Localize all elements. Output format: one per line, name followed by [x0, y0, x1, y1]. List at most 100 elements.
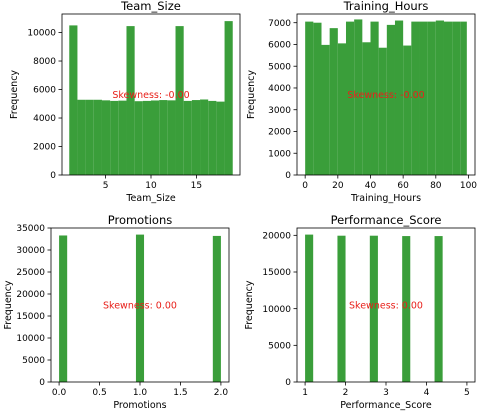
x-tick-label: 20 [332, 181, 344, 191]
y-tick-label: 30000 [16, 246, 45, 256]
histogram-bar [126, 26, 135, 175]
x-tick-label: 4 [424, 388, 430, 398]
y-tick-label: 4000 [268, 84, 291, 94]
histogram-bar [134, 101, 143, 175]
y-tick-label: 1000 [268, 149, 291, 159]
histogram-bar [386, 24, 395, 175]
histogram-bar [101, 100, 111, 175]
histogram-bar [427, 21, 436, 175]
y-tick-label: 0 [50, 171, 56, 181]
x-tick-label: 1 [302, 388, 308, 398]
histogram-bar [460, 21, 467, 175]
x-tick-label: 100 [460, 181, 477, 191]
x-tick-label: 2 [343, 388, 349, 398]
skewness-annotation: Skewness: -0.00 [112, 90, 189, 101]
y-tick-label: 0 [285, 171, 291, 181]
histogram-bar [151, 100, 160, 175]
histogram-bar [305, 234, 314, 382]
chart-3: 0.0 0.5 1.0 1.5 2.0 0 5000 10000 15000 20000 25000… [3, 213, 230, 411]
histogram-bar [434, 236, 443, 382]
chart-4: 1 2 3 4 5 0 5000 10000 15000 20000 Performance_Sco… [244, 213, 476, 411]
histogram-bar [402, 236, 411, 382]
skewness-annotation: Skewness: 0.00 [103, 301, 177, 312]
chart-2: 0 20 40 60 80 1000100020003000400050006000700… [246, 0, 477, 204]
histogram-bar [394, 20, 404, 176]
histogram-bar [411, 21, 420, 175]
y-tick-label: 10000 [16, 334, 45, 344]
x-tick-label: 3 [383, 388, 389, 398]
y-tick-label: 35000 [16, 224, 45, 234]
histogram-bar [313, 22, 322, 176]
histogram-bar [142, 100, 151, 175]
histogram-bar [337, 43, 346, 176]
histogram-bar [452, 21, 461, 175]
histogram-bar [118, 100, 127, 175]
y-tick-label: 3000 [268, 106, 291, 116]
y-axis-label: Frequency [246, 70, 257, 119]
x-tick-label: 80 [430, 181, 442, 191]
histogram-bar [403, 45, 412, 175]
histogram-bar [216, 101, 225, 175]
y-tick-label: 20000 [16, 290, 45, 300]
y-tick-label: 20000 [262, 232, 291, 242]
x-tick-label: 5 [464, 388, 470, 398]
chart-1: 5 10 15 0 2000 4000 6000 8000 10000 Team_Size Team… [9, 0, 241, 204]
histogram-bar [321, 44, 330, 175]
y-tick-label: 15000 [16, 312, 45, 322]
x-axis-label: Training_Hours [350, 193, 421, 204]
histogram-bar [200, 99, 209, 175]
y-tick-label: 0 [285, 378, 291, 388]
histogram-bar [378, 47, 387, 175]
x-tick-label: 60 [397, 181, 409, 191]
histogram-bar [369, 235, 378, 382]
histogram-bar [183, 100, 192, 175]
histogram-bar [354, 19, 363, 175]
histogram-bar [370, 21, 379, 175]
y-tick-label: 8000 [33, 57, 56, 67]
histogram-bar [159, 100, 168, 175]
histogram-bar [85, 99, 94, 175]
x-tick-label: 0 [302, 181, 308, 191]
y-tick-label: 10000 [27, 29, 56, 39]
y-tick-label: 4000 [33, 114, 56, 124]
y-axis-label: Frequency [244, 280, 255, 329]
histogram-bar [208, 100, 217, 175]
y-tick-label: 2000 [33, 143, 56, 153]
y-tick-label: 5000 [268, 62, 291, 72]
y-axis-label: Frequency [3, 280, 14, 329]
histogram-bar [345, 21, 355, 175]
x-tick-label: 5 [103, 181, 109, 191]
histogram-bar [175, 26, 184, 175]
y-tick-label: 7000 [268, 19, 291, 29]
y-tick-label: 5000 [268, 342, 291, 352]
x-tick-label: 40 [365, 181, 377, 191]
y-tick-label: 6000 [268, 41, 291, 51]
plot-frame [296, 13, 476, 176]
y-tick-label: 25000 [16, 268, 45, 278]
histogram-bar [191, 100, 201, 175]
histogram-bar [337, 235, 346, 382]
histogram-bar [59, 235, 68, 382]
y-tick-label: 10000 [262, 305, 291, 315]
chart-title: Team_Size [120, 0, 181, 13]
y-tick-label: 5000 [22, 356, 45, 366]
x-tick-label: 1.0 [133, 388, 148, 398]
x-axis-label: Team_Size [125, 193, 176, 204]
x-axis-label: Promotions [113, 400, 166, 411]
histogram-bar [443, 21, 453, 175]
histogram-bar [224, 21, 233, 176]
x-tick-label: 2.0 [214, 388, 229, 398]
x-tick-label: 0.5 [92, 388, 106, 398]
chart-title: Performance_Score [331, 213, 442, 227]
histogram-bar [93, 99, 102, 175]
histogram-bar [362, 42, 371, 175]
x-tick-label: 10 [145, 181, 157, 191]
chart-title: Promotions [108, 213, 173, 227]
x-axis-label: Performance_Score [340, 400, 432, 411]
skewness-annotation: Skewness: 0.00 [349, 301, 423, 312]
histogram-bar [77, 99, 86, 175]
histogram-bar [212, 235, 221, 382]
histogram-bar [435, 20, 444, 176]
histogram-bar [110, 100, 119, 175]
